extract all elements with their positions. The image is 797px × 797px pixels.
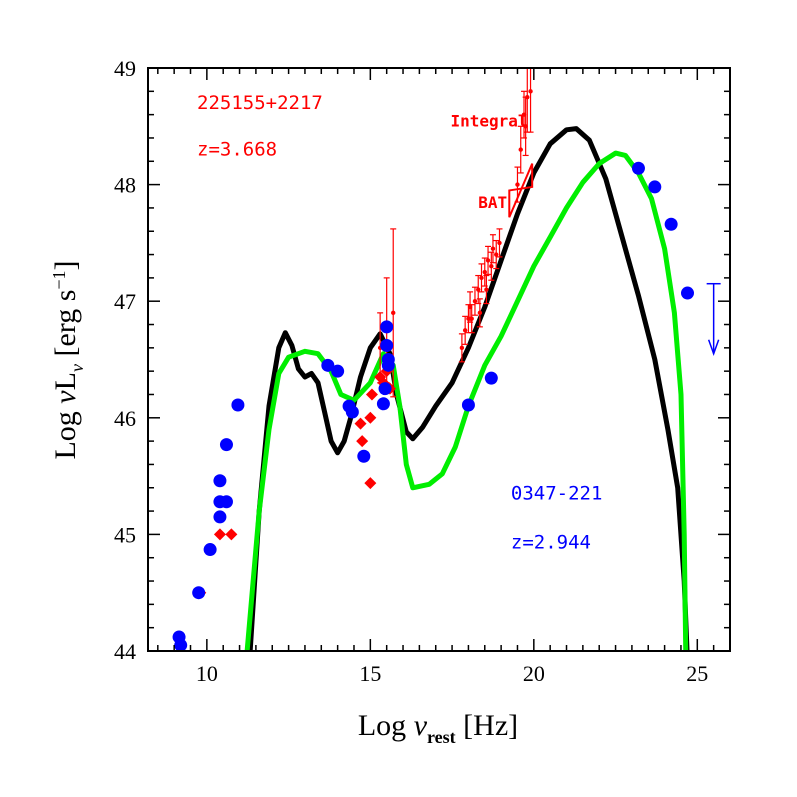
data-point-circle — [631, 161, 645, 175]
data-point-diamond — [225, 528, 238, 541]
data-point-circle — [321, 358, 335, 372]
data-point — [462, 328, 468, 333]
y-tick-label: 47 — [114, 289, 136, 314]
data-point-diamond — [213, 528, 226, 541]
plot-frame — [147, 67, 731, 652]
data-point-circle — [648, 180, 662, 194]
annotations: 225155+2217 z=3.668 Integral BAT 0347-221 z=2… — [197, 92, 602, 554]
chart-marks — [172, 68, 721, 651]
data-point — [518, 147, 523, 152]
data-point — [472, 299, 478, 304]
annotation-label: z=2.944 — [511, 531, 591, 553]
y-axis-title: Log νLν [erg s−1] — [49, 260, 87, 459]
data-point-circle — [219, 495, 233, 509]
data-point-diamond — [364, 411, 377, 424]
data-point — [528, 89, 533, 94]
data-point-circle — [484, 371, 498, 385]
annotation-label: Integral — [450, 111, 527, 130]
data-point — [391, 310, 396, 316]
x-tick-label: 10 — [196, 661, 218, 686]
y-tick-label: 45 — [114, 522, 136, 547]
data-point — [479, 275, 484, 281]
data-point-circle — [192, 586, 206, 600]
data-point — [459, 345, 465, 351]
data-point-circle — [376, 397, 390, 411]
data-point — [490, 246, 496, 251]
data-point-circle — [213, 510, 227, 524]
data-point — [515, 182, 520, 187]
y-tick-label: 44 — [114, 639, 136, 664]
data-point-circle — [357, 449, 371, 463]
data-point-circle — [381, 353, 395, 366]
data-point — [469, 316, 474, 321]
annotation-label: 225155+2217 — [197, 92, 323, 114]
y-tick-label: 48 — [114, 173, 136, 198]
annotation-label: z=3.668 — [197, 138, 277, 160]
data-point-circle — [203, 543, 217, 557]
x-tick-label: 25 — [686, 661, 708, 686]
bat-bowtie — [508, 163, 534, 218]
data-point — [497, 240, 502, 246]
x-tick-label: 20 — [523, 661, 545, 686]
data-point-diamond — [365, 388, 378, 401]
data-point-circle — [378, 382, 392, 396]
data-point — [476, 287, 481, 292]
data-point — [484, 287, 489, 292]
data-point-circle — [231, 398, 245, 412]
data-point-circle — [331, 364, 345, 378]
model-curve-0 — [247, 126, 690, 651]
data-point — [477, 310, 483, 316]
data-point — [489, 264, 494, 269]
annotation-label: BAT — [478, 193, 507, 212]
y-tick-label: 46 — [114, 406, 136, 431]
data-point-circle — [345, 405, 359, 419]
data-point-diamond — [354, 417, 367, 430]
x-axis-title: Log νrest [Hz] — [358, 709, 518, 747]
axis-ticks: 10 15 20 25 44 45 46 47 48 49 — [114, 56, 731, 686]
data-point-circle — [664, 217, 678, 231]
data-point-circle — [219, 438, 233, 452]
x-tick-label: 15 — [359, 661, 381, 686]
y-tick-label: 49 — [114, 56, 136, 81]
data-point-circle — [680, 286, 694, 300]
data-point-circle — [380, 320, 394, 334]
data-point — [494, 252, 499, 257]
data-point-circle — [380, 339, 394, 353]
data-point-diamond — [364, 477, 377, 490]
data-point — [485, 258, 491, 263]
data-point-diamond — [356, 435, 369, 448]
data-point-circle — [174, 638, 188, 651]
annotation-label: 0347-221 — [511, 482, 603, 504]
data-point-circle — [461, 398, 475, 412]
upper-limit-arrow — [707, 339, 720, 356]
data-point — [525, 94, 530, 100]
data-point-circle — [213, 474, 227, 488]
data-point — [482, 269, 487, 275]
